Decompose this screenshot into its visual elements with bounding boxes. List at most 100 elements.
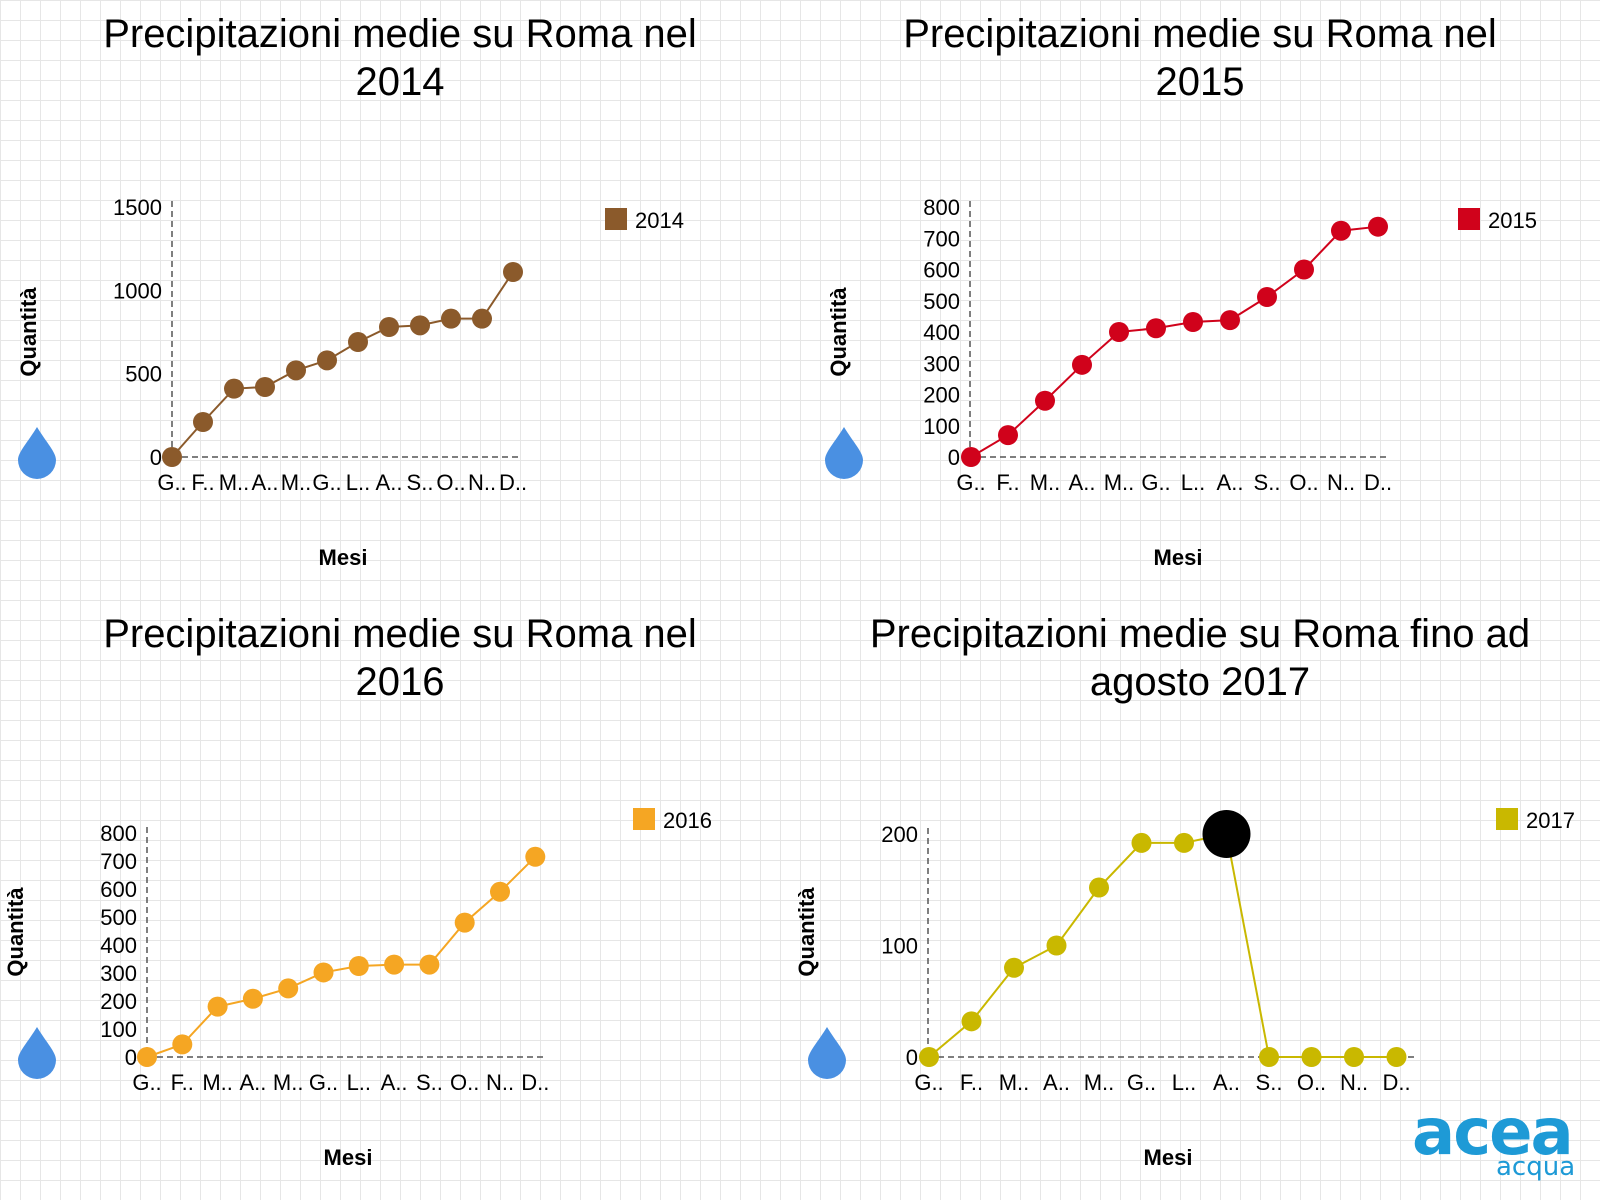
x-tick-label: L.. <box>1181 470 1205 495</box>
x-axis-title: Mesi <box>1144 1145 1193 1170</box>
data-point[interactable] <box>278 978 299 999</box>
data-point[interactable] <box>1220 310 1240 331</box>
data-point[interactable] <box>525 846 546 867</box>
x-tick-label: G.. <box>956 470 985 495</box>
chart-panel-2015: Precipitazioni medie su Roma nel 2015 0 10… <box>800 0 1600 600</box>
water-drop-icon <box>18 1027 56 1079</box>
y-tick-label: 400 <box>100 933 137 958</box>
chart-title: Precipitazioni medie su Roma nel 2015 <box>903 12 1497 104</box>
x-tick-label: G.. <box>1141 470 1170 495</box>
y-tick-label: 0 <box>150 445 162 470</box>
data-point[interactable] <box>441 308 461 329</box>
data-point[interactable] <box>1072 354 1092 375</box>
data-point[interactable] <box>317 350 337 371</box>
data-point[interactable] <box>348 956 369 976</box>
y-axis-title: Quantità <box>16 287 41 377</box>
x-tick-label: N.. <box>1327 470 1355 495</box>
data-point[interactable] <box>162 447 182 467</box>
x-tick-label: G.. <box>1127 1070 1156 1095</box>
data-point[interactable] <box>1035 390 1055 411</box>
data-point[interactable] <box>1368 216 1388 237</box>
chart-panel-2017: Precipitazioni medie su Roma fino ad ago… <box>794 600 1600 1200</box>
data-point[interactable] <box>961 1011 982 1032</box>
data-point[interactable] <box>286 360 306 381</box>
y-tick-label: 600 <box>100 877 137 902</box>
x-tick-label: F.. <box>996 470 1019 495</box>
y-tick-label: 600 <box>923 258 960 283</box>
legend-swatch <box>605 208 627 230</box>
data-point[interactable] <box>1146 318 1166 339</box>
y-tick-label: 200 <box>881 822 918 847</box>
highlighted-data-point[interactable] <box>1202 810 1251 858</box>
legend-label: 2014 <box>635 208 684 233</box>
legend-label: 2015 <box>1488 208 1537 233</box>
y-tick-label: 0 <box>906 1045 918 1070</box>
data-point[interactable] <box>919 1047 939 1067</box>
data-point[interactable] <box>1294 259 1314 280</box>
data-point[interactable] <box>348 332 368 352</box>
data-point[interactable] <box>1257 287 1277 307</box>
y-tick-label: 300 <box>100 961 137 986</box>
data-point[interactable] <box>472 308 492 329</box>
data-point[interactable] <box>242 988 263 1009</box>
data-point[interactable] <box>207 996 228 1017</box>
x-tick-label: A.. <box>1217 470 1244 495</box>
water-drop-icon <box>18 427 56 479</box>
data-point[interactable] <box>379 317 399 337</box>
data-point[interactable] <box>1174 832 1194 853</box>
series-line-2014 <box>171 271 514 458</box>
data-point[interactable] <box>1331 220 1351 241</box>
y-axis-title: Quantità <box>826 287 851 377</box>
data-point[interactable] <box>313 962 334 983</box>
data-point[interactable] <box>384 954 405 975</box>
data-point[interactable] <box>410 315 430 336</box>
x-tick-label: G.. <box>312 470 341 495</box>
x-axis-title: Mesi <box>324 1145 373 1170</box>
data-point[interactable] <box>224 378 244 399</box>
x-tick-label: G.. <box>132 1070 161 1095</box>
x-tick-label: N.. <box>486 1070 514 1095</box>
data-point[interactable] <box>1259 1047 1279 1067</box>
x-tick-label: D.. <box>499 470 527 495</box>
data-point[interactable] <box>419 954 440 975</box>
x-tick-label: S.. <box>416 1070 443 1095</box>
data-point[interactable] <box>255 377 275 397</box>
x-tick-label: G.. <box>157 470 186 495</box>
data-point[interactable] <box>137 1047 157 1067</box>
x-tick-label: F.. <box>171 1070 194 1095</box>
legend-swatch <box>633 808 655 830</box>
x-axis-title: Mesi <box>1154 545 1203 570</box>
y-tick-label: 300 <box>923 351 960 376</box>
chart-title: Precipitazioni medie su Roma nel 2016 <box>103 612 697 704</box>
x-tick-label: M.. <box>202 1070 233 1095</box>
x-tick-label: M.. <box>273 1070 304 1095</box>
data-point[interactable] <box>1089 877 1109 898</box>
data-point[interactable] <box>961 447 981 467</box>
data-point[interactable] <box>454 912 475 933</box>
data-point[interactable] <box>1109 322 1129 342</box>
data-point[interactable] <box>193 412 213 432</box>
data-point[interactable] <box>998 425 1018 446</box>
chart-panel-2014: Precipitazioni medie su Roma nel 2014 0 50… <box>0 0 800 600</box>
x-tick-label: N.. <box>468 470 496 495</box>
data-point[interactable] <box>1344 1047 1364 1067</box>
y-tick-label: 1500 <box>113 195 162 220</box>
data-point[interactable] <box>490 881 510 902</box>
data-point[interactable] <box>1183 312 1203 332</box>
data-point[interactable] <box>1131 832 1152 853</box>
x-tick-label: S.. <box>407 470 434 495</box>
x-tick-label: D.. <box>1382 1070 1410 1095</box>
data-point[interactable] <box>1046 935 1067 956</box>
data-point[interactable] <box>1004 957 1024 978</box>
data-point[interactable] <box>503 262 523 282</box>
series-line-2016 <box>146 856 537 1058</box>
data-point[interactable] <box>172 1034 193 1055</box>
data-point[interactable] <box>1386 1047 1407 1067</box>
x-tick-label: F.. <box>191 470 214 495</box>
y-tick-label: 100 <box>881 934 918 959</box>
chart-title: Precipitazioni medie su Roma fino ad ago… <box>869 612 1531 704</box>
y-tick-label: 800 <box>100 821 137 846</box>
data-point[interactable] <box>1301 1047 1322 1067</box>
